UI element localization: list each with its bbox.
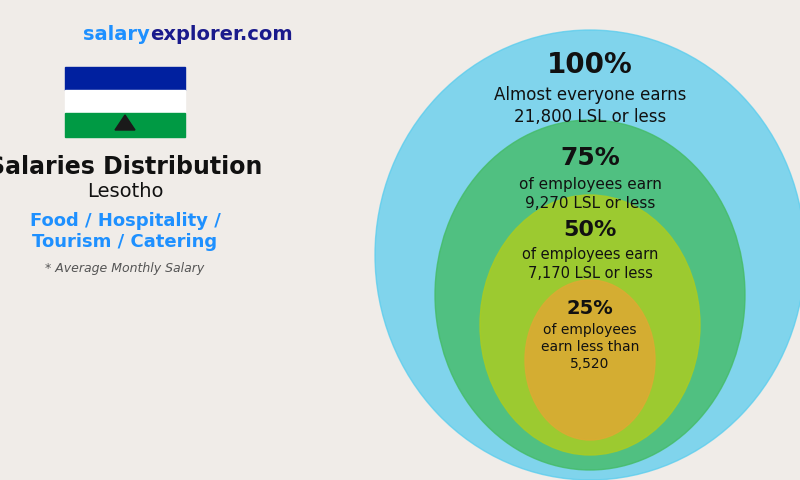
Text: 21,800 LSL or less: 21,800 LSL or less [514, 108, 666, 126]
Bar [65, 113, 185, 137]
Bar [65, 67, 185, 90]
Text: Salaries Distribution: Salaries Distribution [0, 155, 262, 179]
Text: 9,270 LSL or less: 9,270 LSL or less [525, 196, 655, 212]
Text: of employees: of employees [543, 323, 637, 337]
Text: earn less than: earn less than [541, 340, 639, 354]
Text: Lesotho: Lesotho [86, 182, 163, 201]
Text: Almost everyone earns: Almost everyone earns [494, 86, 686, 104]
Text: explorer.com: explorer.com [150, 25, 293, 44]
Text: * Average Monthly Salary: * Average Monthly Salary [46, 262, 205, 275]
Text: of employees earn: of employees earn [518, 178, 662, 192]
Text: salary: salary [83, 25, 150, 44]
Text: 50%: 50% [563, 220, 617, 240]
Ellipse shape [480, 195, 700, 455]
Ellipse shape [375, 30, 800, 480]
Text: 7,170 LSL or less: 7,170 LSL or less [527, 265, 653, 280]
Ellipse shape [435, 120, 745, 470]
Text: of employees earn: of employees earn [522, 248, 658, 263]
Text: 100%: 100% [547, 51, 633, 79]
Text: 75%: 75% [560, 146, 620, 170]
Polygon shape [115, 115, 135, 130]
Text: 25%: 25% [566, 299, 614, 317]
Ellipse shape [525, 280, 655, 440]
Text: 5,520: 5,520 [570, 357, 610, 371]
Text: Tourism / Catering: Tourism / Catering [33, 233, 218, 251]
Text: Food / Hospitality /: Food / Hospitality / [30, 212, 221, 230]
Bar [65, 90, 185, 113]
